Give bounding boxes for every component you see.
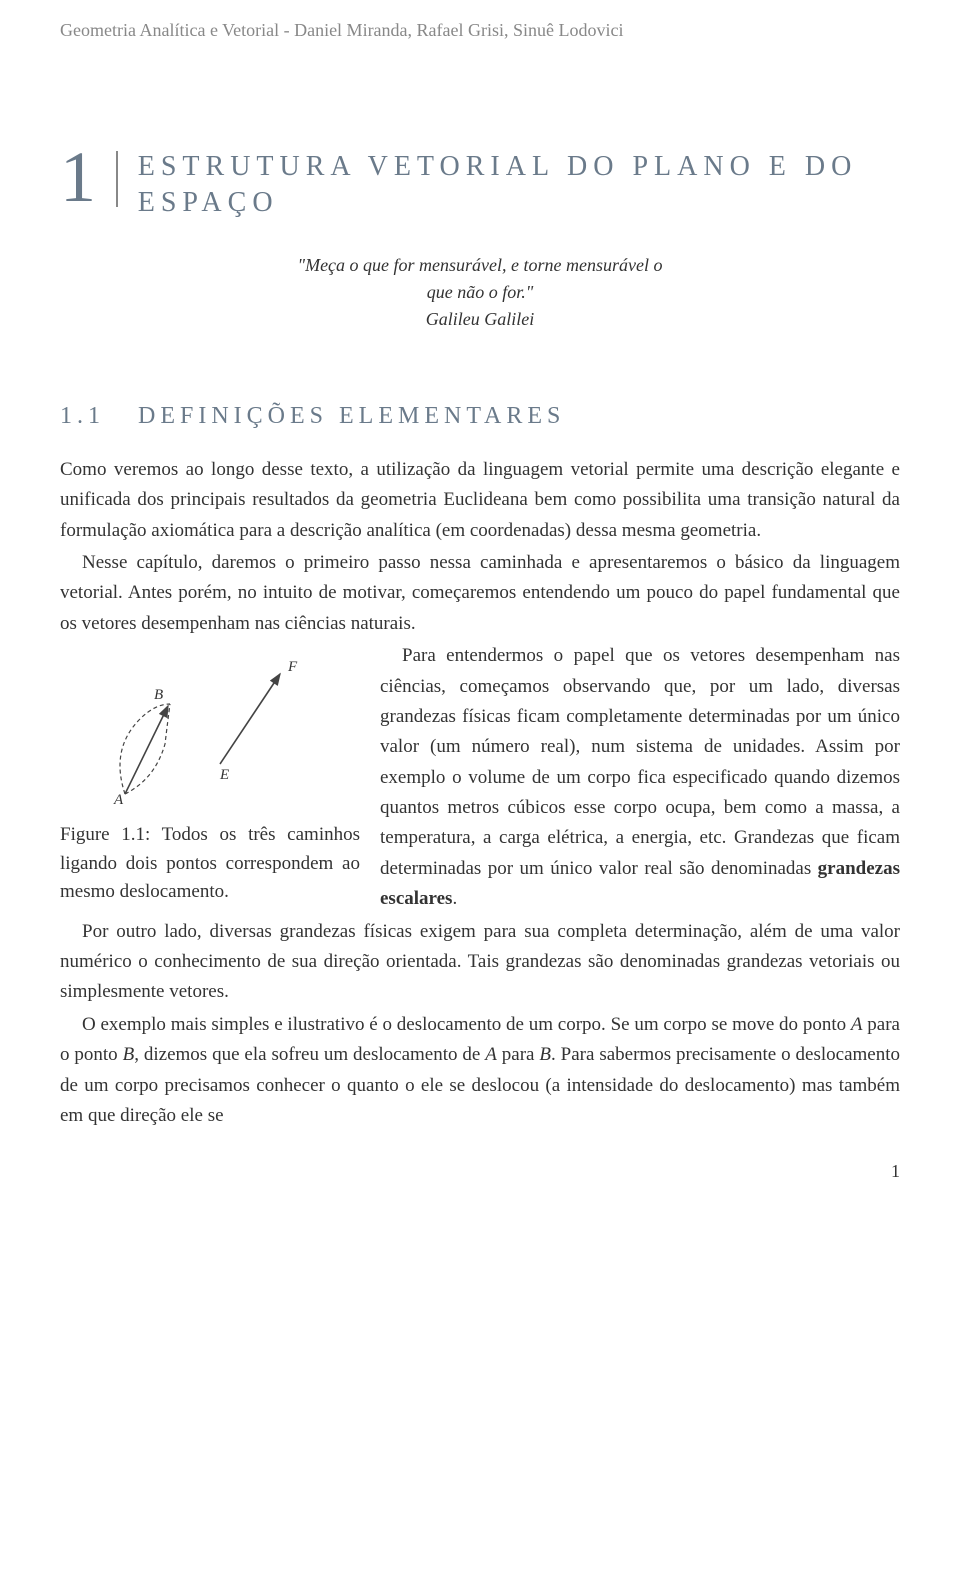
figure-label-A: A [113,792,124,808]
quote-line-2: que não o for." [140,279,820,306]
paragraph-5: O exemplo mais simples e ilustrativo é o… [60,1010,900,1132]
chapter-divider [116,151,118,207]
figure-caption: Figure 1.1: Todos os três caminhos ligan… [60,821,360,907]
p5-e: , dizemos que ela sofreu um deslocamento… [134,1044,485,1065]
chapter-number: 1 [60,141,96,213]
p5-a: O exemplo mais simples e ilustrativo é o… [82,1014,851,1035]
paragraph-2: Nesse capítulo, daremos o primeiro passo… [60,548,900,639]
p3-part-a: Para entendermos o papel que os vetores … [380,645,900,879]
figure-caption-label: Figure 1.1: [60,824,162,845]
section-number: 1.1 [60,403,105,429]
section-title: DEFINIÇÕES ELEMENTARES [138,403,565,429]
quote-author: Galileu Galilei [140,306,820,333]
chapter-heading: 1 ESTRUTURA VETORIAL DO PLANO E DO ESPAÇ… [60,141,900,222]
p5-g: para [497,1044,540,1065]
chapter-title: ESTRUTURA VETORIAL DO PLANO E DO ESPAÇO [138,149,900,222]
p5-h: B [539,1044,551,1065]
figure-label-E: E [219,767,229,783]
paragraph-1: Como veremos ao longo desse texto, a uti… [60,455,900,546]
p5-d: B [123,1044,135,1065]
p5-b: A [851,1014,863,1035]
quote-line-1: "Meça o que for mensurável, e torne mens… [140,252,820,279]
figure-label-F: F [287,659,298,675]
figure-diagram: A B E F [100,649,320,809]
p5-f: A [485,1044,497,1065]
section-heading: 1.1 DEFINIÇÕES ELEMENTARES [60,403,900,430]
epigraph-quote: "Meça o que for mensurável, e torne mens… [140,252,820,333]
paragraph-4: Por outro lado, diversas grandezas físic… [60,917,900,1008]
figure-label-B: B [154,687,163,703]
figure-block: A B E F Figure 1.1: Todos os três caminh… [60,649,360,907]
page-number: 1 [60,1161,900,1182]
p3-part-c: . [452,888,457,909]
book-header: Geometria Analítica e Vetorial - Daniel … [60,20,900,41]
